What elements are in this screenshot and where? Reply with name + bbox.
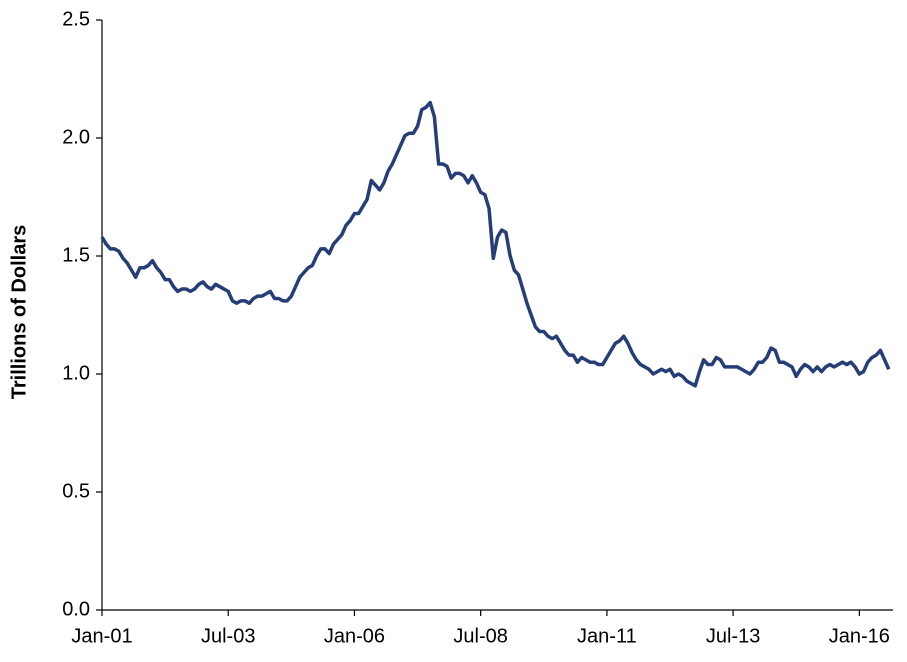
x-tick-label: Jan-06 <box>324 625 385 647</box>
x-tick-label: Jul-13 <box>706 625 760 647</box>
x-tick-label: Jan-11 <box>577 625 637 647</box>
y-axis-label: Trillions of Dollars <box>8 225 30 399</box>
y-tick-label: 1.0 <box>62 362 90 384</box>
y-tick-label: 0.0 <box>62 598 90 620</box>
y-tick-label: 1.5 <box>62 244 90 266</box>
y-tick-label: 2.0 <box>62 126 90 148</box>
y-tick-label: 0.5 <box>62 480 90 502</box>
x-tick-label: Jul-03 <box>201 625 255 647</box>
x-tick-label: Jan-01 <box>71 625 132 647</box>
y-tick-label: 2.5 <box>62 8 90 30</box>
line <box>100 100 891 388</box>
x-tick-label: Jan-16 <box>829 625 890 647</box>
x-tick-label: Jul-08 <box>453 625 507 647</box>
